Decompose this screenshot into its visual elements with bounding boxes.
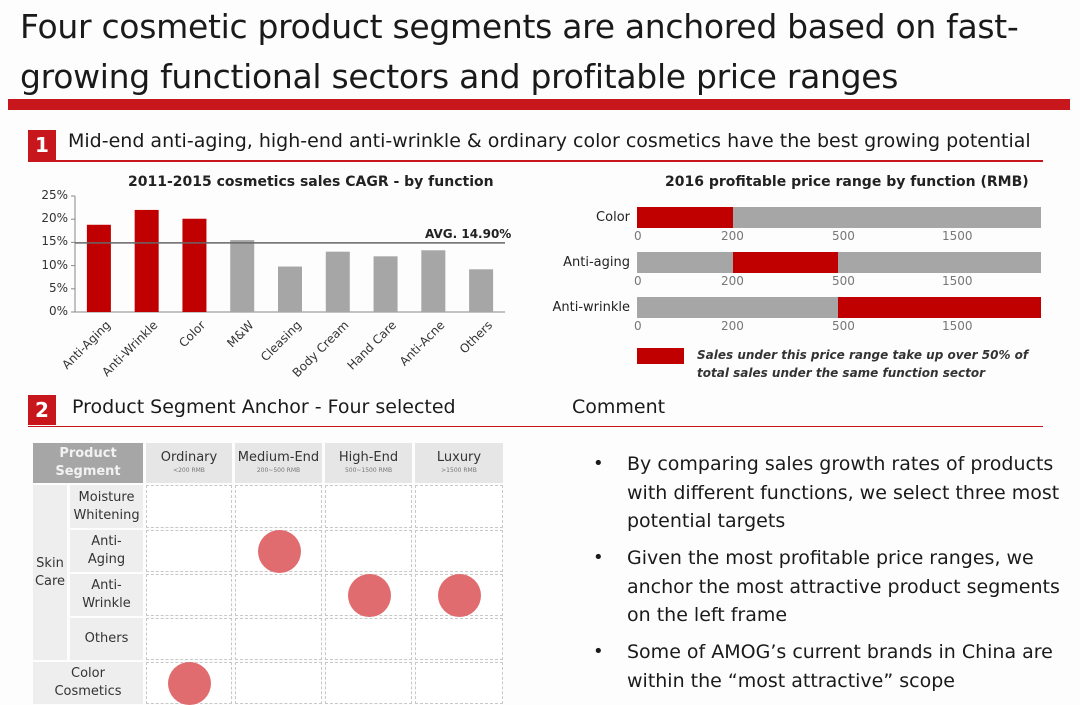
price-tick: 500 (832, 319, 855, 333)
price-tick: 500 (832, 274, 855, 288)
column-range: >1500 RMB (441, 467, 477, 474)
legend-swatch (637, 348, 684, 364)
price-bar-color (637, 207, 1041, 228)
row-label: Anti-Wrinkle (70, 574, 143, 616)
bar-others (469, 269, 494, 312)
price-tick: 500 (832, 229, 855, 243)
column-name: Medium-End (237, 450, 320, 465)
section-2-heading: Product Segment Anchor - Four selected (72, 396, 456, 418)
price-tick: 1500 (942, 319, 973, 333)
matrix-cell (235, 662, 322, 704)
price-tick: 1500 (942, 274, 973, 288)
row-label: Others (70, 618, 143, 660)
selected-segment-dot (347, 574, 391, 617)
matrix-cell (325, 618, 412, 660)
comment-item: Some of AMOG’s current brands in China a… (627, 641, 1053, 692)
price-chart-title: 2016 profitable price range by function … (665, 174, 1029, 190)
column-name: Luxury (436, 450, 482, 465)
column-header-medium-end: Medium-End 200~500 RMB (235, 443, 322, 483)
section-1-heading: Mid-end anti-aging, high-end anti-wrinkl… (68, 130, 1031, 152)
matrix-cell (146, 574, 232, 616)
section-1-badge: 1 (28, 130, 56, 160)
bullet-icon: • (593, 641, 604, 662)
row-label: Anti-Aging (70, 530, 143, 572)
skin-care-label: Skin Care (33, 485, 67, 660)
section-2-badge: 2 (28, 395, 56, 425)
comment-item: Given the most profitable price ranges, … (627, 547, 1060, 626)
comment-heading: Comment (572, 396, 666, 418)
column-range: 200~500 RMB (256, 467, 301, 474)
bar-cleasing (278, 266, 302, 312)
selected-segment-dot (257, 530, 301, 573)
bar-anti-aging (86, 224, 111, 312)
bullet-icon: • (593, 547, 604, 568)
selected-segment-dot (168, 662, 211, 705)
bar-color (182, 218, 207, 312)
bullet-icon: • (593, 453, 604, 474)
price-row-label: Anti-wrinkle (552, 300, 631, 315)
matrix-cell (146, 530, 232, 572)
price-bar-anti-wrinkle (637, 297, 1041, 318)
matrix-cell (325, 530, 412, 572)
matrix-cell (146, 485, 232, 528)
price-row-label: Color (596, 210, 630, 225)
price-bar-anti-aging (637, 252, 1041, 273)
price-tick: 1500 (942, 229, 973, 243)
bar-hand-care (373, 256, 398, 312)
y-tick-label: 15% (41, 234, 68, 249)
section-1-rule (28, 160, 1043, 162)
matrix-cell (325, 662, 412, 704)
comment-item: By comparing sales growth rates of produ… (627, 453, 1060, 532)
price-tick: 200 (721, 319, 744, 333)
price-tick: 0 (634, 274, 642, 288)
column-header-high-end: High-End 500~1500 RMB (325, 443, 412, 483)
cagr-chart (71, 195, 505, 313)
bar-body-cream (325, 251, 350, 312)
section-2-rule (28, 426, 1043, 427)
profitable-range-segment (637, 207, 733, 228)
price-tick: 200 (721, 274, 744, 288)
y-tick-label: 0% (48, 304, 68, 318)
matrix-cell (235, 485, 322, 528)
profitable-range-segment (838, 297, 1041, 318)
average-label: AVG. 14.90% (425, 227, 512, 241)
price-tick: 0 (634, 229, 642, 243)
bar-m-w (230, 240, 255, 312)
matrix-cell (415, 485, 503, 528)
profitable-range-segment (733, 252, 838, 273)
column-range: 500~1500 RMB (344, 467, 393, 474)
column-name: High-End (338, 450, 399, 465)
y-tick-label: 10% (41, 257, 68, 272)
page-title: Four cosmetic product segments are ancho… (20, 7, 1019, 96)
y-tick-label: 5% (48, 280, 68, 295)
column-name: Ordinary (160, 450, 218, 465)
matrix-cell (325, 485, 412, 528)
price-tick: 200 (721, 229, 744, 243)
column-header-luxury: Luxury >1500 RMB (415, 443, 503, 483)
matrix-cell (146, 618, 232, 660)
row-label: Moisture Whitening (70, 485, 143, 528)
y-tick-label: 25% (41, 188, 68, 202)
bar-anti-wrinkle (134, 209, 159, 312)
matrix-cell (235, 574, 322, 616)
cagr-chart-title: 2011-2015 cosmetics sales CAGR - by func… (128, 174, 494, 190)
matrix-corner: Product Segment (33, 443, 143, 483)
matrix-cell (235, 618, 322, 660)
legend-text: Sales under this price range take up ove… (697, 348, 1029, 380)
title-divider (8, 99, 1070, 110)
column-range: <200 RMB (173, 467, 205, 474)
matrix-cell (415, 530, 503, 572)
price-row-label: Anti-aging (563, 255, 630, 270)
matrix-cell (415, 618, 503, 660)
selected-segment-dot (438, 574, 481, 617)
y-tick-label: 20% (41, 211, 68, 226)
price-tick: 0 (634, 319, 642, 333)
bar-anti-acne (421, 250, 446, 312)
matrix-cell (415, 662, 503, 704)
column-header-ordinary: Ordinary <200 RMB (146, 443, 232, 483)
row-label: Color Cosmetics (33, 662, 143, 704)
